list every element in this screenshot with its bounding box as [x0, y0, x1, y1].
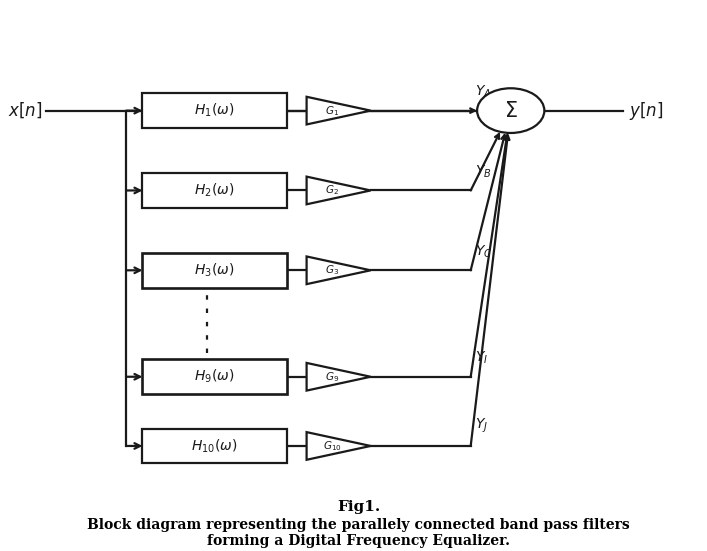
Text: $G_{10}$: $G_{10}$ [323, 439, 341, 453]
Circle shape [477, 88, 544, 133]
Text: $H_2(\omega)$: $H_2(\omega)$ [194, 182, 235, 199]
Text: $G_1$: $G_1$ [325, 104, 339, 117]
Text: $Y_I$: $Y_I$ [474, 350, 488, 366]
FancyBboxPatch shape [143, 429, 286, 463]
Text: $Y_A$: $Y_A$ [474, 84, 491, 100]
Text: $G_3$: $G_3$ [325, 263, 339, 277]
FancyBboxPatch shape [143, 173, 286, 208]
Text: $\Sigma$: $\Sigma$ [504, 101, 518, 121]
Text: $x[n]$: $x[n]$ [8, 101, 42, 120]
Text: $H_9(\omega)$: $H_9(\omega)$ [194, 368, 235, 386]
Polygon shape [307, 432, 370, 460]
Text: $H_3(\omega)$: $H_3(\omega)$ [194, 262, 235, 279]
FancyBboxPatch shape [143, 253, 286, 288]
Text: Fig1.: Fig1. [337, 500, 380, 514]
Polygon shape [307, 256, 370, 284]
Text: $H_1(\omega)$: $H_1(\omega)$ [194, 102, 235, 120]
Text: forming a Digital Frequency Equalizer.: forming a Digital Frequency Equalizer. [207, 534, 510, 548]
Polygon shape [307, 363, 370, 391]
Text: $Y_B$: $Y_B$ [474, 164, 491, 180]
FancyBboxPatch shape [143, 359, 286, 394]
Text: $y[n]$: $y[n]$ [629, 100, 664, 122]
Text: $G_2$: $G_2$ [325, 183, 339, 197]
Text: $Y_J$: $Y_J$ [474, 417, 488, 435]
Text: Block diagram representing the parallely connected band pass filters: Block diagram representing the parallely… [87, 518, 630, 532]
Polygon shape [307, 97, 370, 125]
Text: $Y_C$: $Y_C$ [474, 243, 492, 260]
Text: $H_{10}(\omega)$: $H_{10}(\omega)$ [192, 437, 238, 455]
Text: $G_9$: $G_9$ [325, 370, 339, 383]
Polygon shape [307, 177, 370, 204]
FancyBboxPatch shape [143, 93, 286, 128]
